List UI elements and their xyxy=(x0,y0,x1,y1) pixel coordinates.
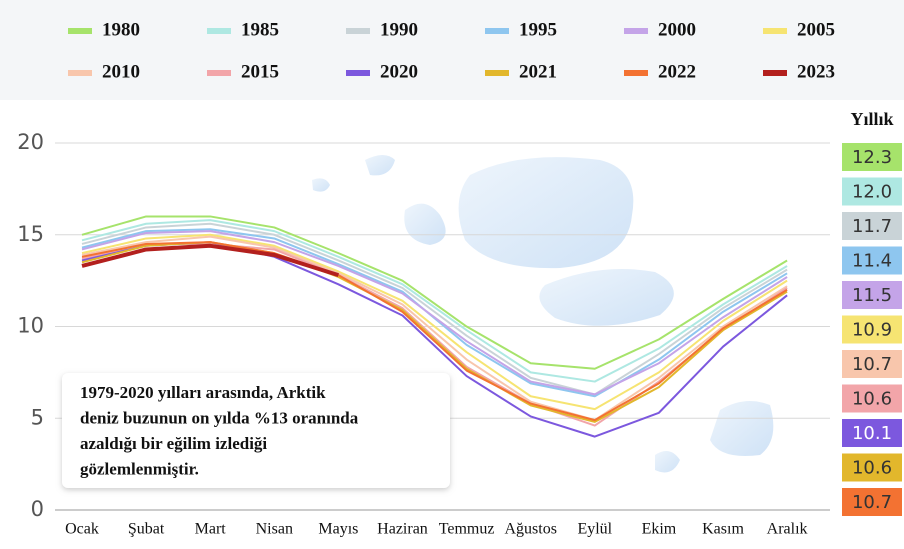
annual-value: 10.1 xyxy=(852,423,892,444)
x-tick-label: Ocak xyxy=(65,521,99,538)
annual-value: 12.3 xyxy=(852,147,892,168)
legend-label: 2010 xyxy=(102,61,140,82)
annual-value: 10.9 xyxy=(852,320,892,341)
x-tick-label: Ağustos xyxy=(504,521,556,538)
legend-background xyxy=(0,0,904,100)
x-tick-label: Kasım xyxy=(702,521,744,538)
legend-label: 2021 xyxy=(519,61,557,82)
y-tick-label: 10 xyxy=(17,314,44,338)
x-tick-label: Şubat xyxy=(128,521,165,538)
x-tick-label: Mart xyxy=(195,521,227,538)
legend-swatch xyxy=(68,70,92,76)
legend-swatch xyxy=(485,70,509,76)
legend-label: 1980 xyxy=(102,19,140,40)
annual-value: 11.5 xyxy=(852,285,892,306)
annual-value: 10.6 xyxy=(852,458,892,479)
legend-label: 2023 xyxy=(797,61,835,82)
legend-swatch xyxy=(763,70,787,76)
y-tick-label: 15 xyxy=(17,222,44,246)
annual-heading: Yıllık xyxy=(850,109,893,129)
x-tick-label: Ekim xyxy=(642,521,677,538)
x-tick-label: Eylül xyxy=(577,521,612,538)
legend-swatch xyxy=(346,70,370,76)
annotation-text: 1979-2020 yılları arasında, Arktik xyxy=(80,383,326,402)
x-tick-label: Temmuz xyxy=(439,521,495,538)
annual-value: 10.6 xyxy=(852,389,892,410)
y-tick-label: 0 xyxy=(31,497,44,521)
annotation-text: deniz buzunun on yılda %13 oranında xyxy=(80,408,359,427)
legend-label: 2000 xyxy=(658,19,696,40)
x-tick-label: Haziran xyxy=(377,521,428,538)
legend-swatch xyxy=(207,70,231,76)
x-tick-label: Aralık xyxy=(767,521,808,538)
legend-swatch xyxy=(624,28,648,34)
annotation-text: gözlemlenmiştir. xyxy=(80,459,199,478)
x-tick-label: Mayıs xyxy=(318,521,358,538)
annual-value: 10.7 xyxy=(852,492,892,513)
x-tick-label: Nisan xyxy=(256,521,293,538)
legend-label: 1995 xyxy=(519,19,557,40)
y-tick-label: 5 xyxy=(31,405,44,429)
legend-swatch xyxy=(207,28,231,34)
annual-value: 10.7 xyxy=(852,354,892,375)
chart: 0 5 10 15 20 Ocak Şubat Mart Nisan Mayıs Haziran Te… xyxy=(0,0,904,549)
y-tick-label: 20 xyxy=(17,130,44,154)
legend-swatch xyxy=(624,70,648,76)
legend-label: 2015 xyxy=(241,61,279,82)
annotation-text: azaldığı bir eğilim izlediği xyxy=(80,434,267,453)
legend-swatch xyxy=(346,28,370,34)
legend-label: 2005 xyxy=(797,19,835,40)
legend-label: 2020 xyxy=(380,61,418,82)
legend-label: 2022 xyxy=(658,61,696,82)
annual-value: 12.0 xyxy=(852,182,892,203)
legend-label: 1990 xyxy=(380,19,418,40)
series-line xyxy=(82,224,787,395)
legend-swatch xyxy=(68,28,92,34)
legend-swatch xyxy=(485,28,509,34)
annual-value: 11.4 xyxy=(852,251,892,272)
annual-value: 11.7 xyxy=(852,216,892,237)
legend-label: 1985 xyxy=(241,19,279,40)
legend-swatch xyxy=(763,28,787,34)
